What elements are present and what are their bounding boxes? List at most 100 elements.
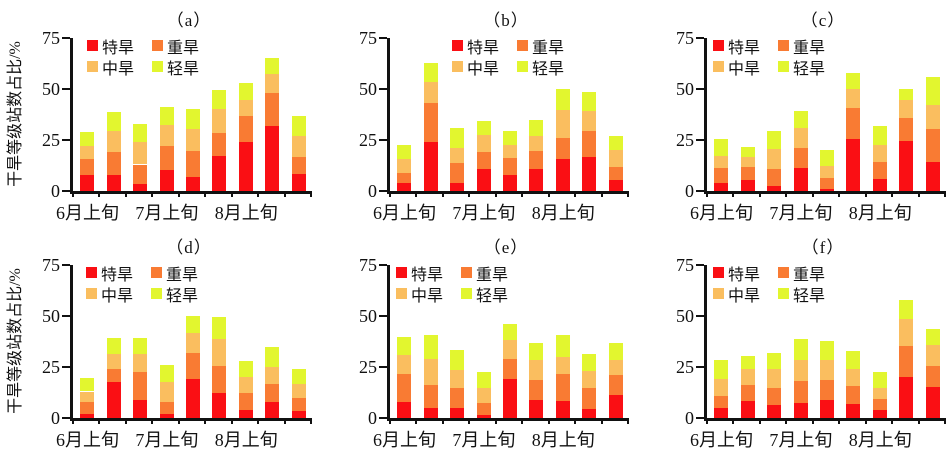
legend-item: 中旱 [396,283,443,305]
bar-segment-中旱 [265,367,280,385]
legend-item: 中旱 [452,56,500,78]
bar-segment-重旱 [925,128,940,163]
x-axis-tick [124,418,127,424]
x-axis-tick [600,418,603,424]
y-axis-tick [62,88,70,90]
x-axis-tick [574,418,577,424]
bar-segment-特旱 [925,162,940,191]
x-axis-tick [785,418,788,424]
bar-segment-特旱 [740,400,755,418]
x-axis-tick [389,191,391,197]
bar-segment-中旱 [529,135,544,152]
bar-segment-重旱 [265,93,280,126]
bar-segment-重旱 [212,132,227,157]
bar-segment-重旱 [238,392,253,410]
legend-item: 中旱 [86,283,134,305]
bar-segment-重旱 [397,172,412,183]
y-tick-label: 75 [42,255,60,275]
bar-segment-重旱 [186,151,200,177]
bar-segment-特旱 [186,379,200,418]
bar-segment-轻旱 [846,350,861,370]
legend: 特旱 重旱 中旱 轻旱 [87,35,199,78]
bar-segment-中旱 [159,124,174,147]
chart-panel-d: （d） 干旱等级站数占比/% 0 25 50 75 6月上旬 7月上旬 8月上旬 特旱 重旱 中旱… [0,227,316,453]
bar-segment-轻旱 [793,339,808,360]
bar-segment-重旱 [872,398,887,410]
bar-segment-中旱 [925,344,940,366]
bar-segment-中旱 [291,384,306,398]
y-axis-tick [62,139,70,141]
plot-area: 0 25 50 75 6月上旬 7月上旬 8月上旬 特旱 重旱 中旱 轻旱 [676,28,946,223]
bar-segment-轻旱 [265,58,280,74]
y-tick-label: 0 [685,408,694,428]
y-tick-label: 0 [685,181,694,201]
bar-segment-中旱 [582,111,597,131]
bar-segment-轻旱 [740,147,755,158]
legend-swatch-重旱 [517,40,529,51]
bar-segment-轻旱 [80,131,95,147]
legend-item: 特旱 [452,35,500,57]
y-tick-label: 25 [42,130,60,150]
x-axis-tick [72,191,74,197]
x-tick-label: 8月上旬 [531,203,595,223]
bar-segment-特旱 [238,142,253,191]
x-axis-tick [494,191,497,197]
x-axis-tick [732,191,735,197]
x-tick-label: 7月上旬 [135,430,199,450]
x-axis-tick [627,191,629,197]
x-tick-label: 7月上旬 [452,203,516,223]
legend-swatch-重旱 [151,267,163,278]
legend-item: 中旱 [713,56,761,78]
bar-segment-中旱 [503,145,517,159]
legend-item: 轻旱 [517,56,564,78]
legend-swatch-重旱 [778,40,790,51]
bar-segment-重旱 [820,380,834,400]
bar-segment-中旱 [80,391,95,402]
bar-segment-轻旱 [925,329,940,345]
x-axis-tick [627,418,629,424]
bar-segment-中旱 [767,149,782,169]
bar-segment-重旱 [291,157,306,174]
y-axis-tick [696,37,704,39]
bar-segment-中旱 [106,130,121,153]
bar-segment-特旱 [529,399,544,418]
bar-segment-中旱 [80,146,95,160]
legend-swatch-特旱 [713,40,724,51]
bar-segment-中旱 [529,359,544,381]
x-axis-tick [204,418,207,424]
bar-segment-特旱 [714,407,729,418]
bar-segment-轻旱 [767,352,782,370]
legend-label: 特旱 [467,39,500,57]
bar-segment-特旱 [872,409,887,418]
bar-segment-特旱 [925,387,940,418]
y-axis-tick [696,190,704,192]
bar-segment-轻旱 [820,340,834,360]
x-tick-label: 6月上旬 [56,203,120,223]
y-axis-label: 干旱等级站数占比/% [7,268,24,414]
x-axis-tick [441,418,444,424]
legend-label: 中旱 [101,287,134,305]
bar-segment-重旱 [899,345,914,378]
bar-segment-重旱 [476,152,491,169]
bar-segment-中旱 [476,134,491,153]
legend-label: 轻旱 [793,287,826,305]
x-tick-label: 8月上旬 [214,430,278,450]
legend-item: 重旱 [517,35,564,57]
bar-segment-轻旱 [212,317,227,340]
bar-segment-轻旱 [925,76,940,106]
x-axis-tick [944,418,946,424]
x-axis-tick [600,191,603,197]
chart-panel-f: （f） 0 25 50 75 6月上旬 7月上旬 8月上旬 特旱 重旱 中旱 轻旱 [634,227,950,453]
legend-swatch-中旱 [86,288,97,299]
bar-segment-重旱 [503,158,517,175]
bar-segment-中旱 [899,100,914,118]
x-axis-tick [177,191,180,197]
y-tick-label: 25 [359,130,377,150]
legend-label: 中旱 [467,60,500,78]
legend-label: 中旱 [728,60,761,78]
y-tick-label: 25 [359,357,377,377]
y-tick-label: 75 [359,28,377,48]
x-tick-label: 7月上旬 [452,430,516,450]
y-axis-tick [379,417,387,419]
y-axis-tick [696,366,704,368]
